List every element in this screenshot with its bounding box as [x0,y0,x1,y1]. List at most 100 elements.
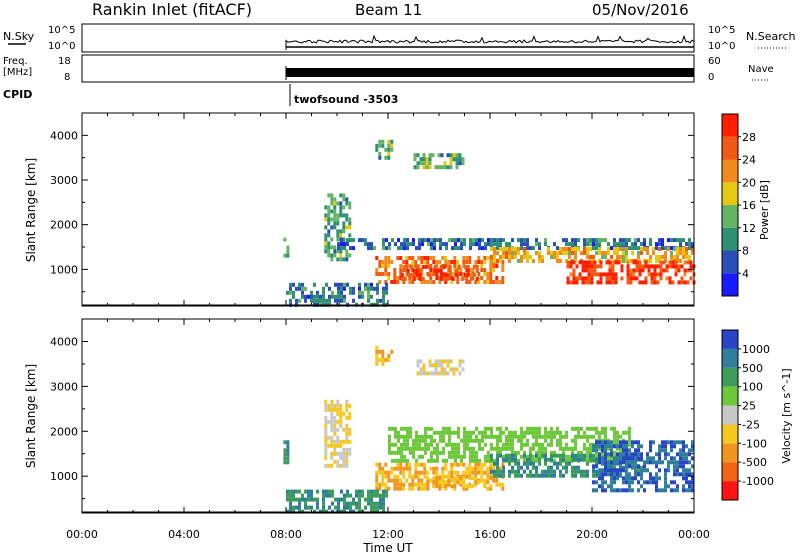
velocity-cell [658,444,661,449]
power-cell [662,260,666,265]
velocity-cell [400,454,403,459]
power-cell [616,255,619,259]
power-cell [330,225,334,230]
velocity-cell [628,476,631,481]
velocity-cell [378,357,382,362]
velocity-cell [556,453,559,458]
power-cell [454,238,457,243]
power-cell [349,238,352,243]
time-tick-label: 20:00 [576,528,608,541]
velocity-cell [691,488,694,493]
velocity-cell [324,463,328,468]
power-cell [304,298,307,303]
power-colorbar-tick-label: 28 [742,131,756,144]
velocity-cell [511,442,514,447]
velocity-cell [649,460,652,465]
velocity-cell [378,482,382,487]
velocity-cell [370,505,373,510]
velocity-cell [607,464,610,469]
power-cell [322,298,325,303]
power-cell [457,238,460,243]
velocity-cell [604,434,607,439]
velocity-cell [523,469,526,474]
power-cell [340,242,343,247]
power-cell [432,280,436,284]
power-cell [495,264,499,268]
velocity-cell [327,443,331,448]
velocity-cell [619,440,622,445]
velocity-cell [333,447,337,452]
power-cell [529,246,532,251]
velocity-cell [688,480,691,485]
velocity-cell [553,469,556,474]
velocity-cell [679,452,682,457]
velocity-cell [529,446,532,451]
power-cell [421,276,425,281]
power-cell [608,280,612,285]
velocity-cell [604,480,607,485]
velocity-cell [324,443,328,448]
velocity-cell [496,426,499,431]
velocity-cell [634,472,637,477]
velocity-cell [445,426,448,431]
power-cell [471,268,475,272]
velocity-cell [511,469,514,474]
nsky-trace [285,34,695,50]
power-cell [301,282,304,287]
velocity-cell [691,444,694,449]
velocity-cell [634,476,637,481]
velocity-cell [339,439,343,444]
velocity-cell [625,469,628,474]
power-cell [406,268,410,273]
velocity-cell [397,430,400,435]
power-cell [364,242,367,247]
power-cell [523,247,526,251]
velocity-cell [655,464,658,469]
velocity-cell [523,442,526,447]
power-cell [393,280,397,284]
velocity-cell [652,476,655,481]
velocity-cell [547,430,550,435]
power-cell [361,290,364,295]
velocity-cell [622,480,625,485]
velocity-cell [643,460,646,465]
y-tick-label: 1000 [50,470,78,483]
power-cell [465,280,469,284]
power-cell [650,264,654,269]
power-cell [466,272,470,277]
power-cell [400,276,404,281]
power-cell [448,272,452,277]
velocity-cell [535,453,538,458]
velocity-cell [496,461,499,466]
nave-tick-top: 60 [708,56,721,67]
velocity-cell [381,357,385,362]
power-cell [679,242,682,247]
velocity-cell [505,426,508,431]
velocity-cell [310,489,313,494]
velocity-cell [610,476,613,481]
velocity-cell [517,450,520,455]
velocity-cell [601,476,604,481]
velocity-cell [628,448,631,453]
velocity-cell [289,493,292,498]
velocity-cell [422,371,426,376]
velocity-cell [628,452,631,457]
power-cell [590,280,594,285]
velocity-cell [562,473,565,478]
velocity-cell [610,452,613,457]
time-axis-label: Time UT [362,541,413,554]
power-cell [307,294,310,299]
velocity-cell [443,367,447,372]
time-tick-label: 12:00 [372,528,404,541]
velocity-cell [640,472,643,477]
velocity-cell [637,464,640,469]
velocity-cell [499,453,502,458]
velocity-cell [330,423,334,428]
velocity-cell [382,497,385,502]
velocity-cell [469,446,472,451]
power-cell [640,247,643,251]
power-cell [688,238,691,243]
velocity-cell [431,363,435,368]
velocity-cell [361,493,364,498]
velocity-cell [394,426,397,431]
